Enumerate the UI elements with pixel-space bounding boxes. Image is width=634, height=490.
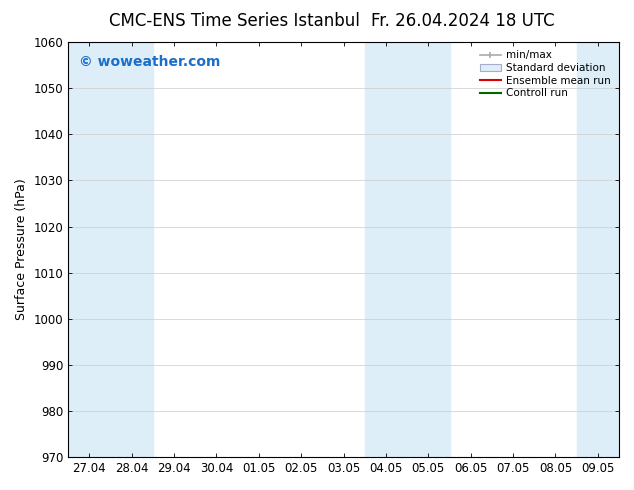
Legend: min/max, Standard deviation, Ensemble mean run, Controll run: min/max, Standard deviation, Ensemble me… (477, 47, 614, 101)
Text: Fr. 26.04.2024 18 UTC: Fr. 26.04.2024 18 UTC (371, 12, 555, 30)
Bar (365, 42, 407, 457)
Text: CMC-ENS Time Series Istanbul: CMC-ENS Time Series Istanbul (109, 12, 360, 30)
Text: © woweather.com: © woweather.com (79, 54, 221, 69)
Bar (110, 42, 153, 457)
Y-axis label: Surface Pressure (hPa): Surface Pressure (hPa) (15, 179, 28, 320)
Bar (577, 42, 619, 457)
Bar (407, 42, 450, 457)
Bar (68, 42, 110, 457)
